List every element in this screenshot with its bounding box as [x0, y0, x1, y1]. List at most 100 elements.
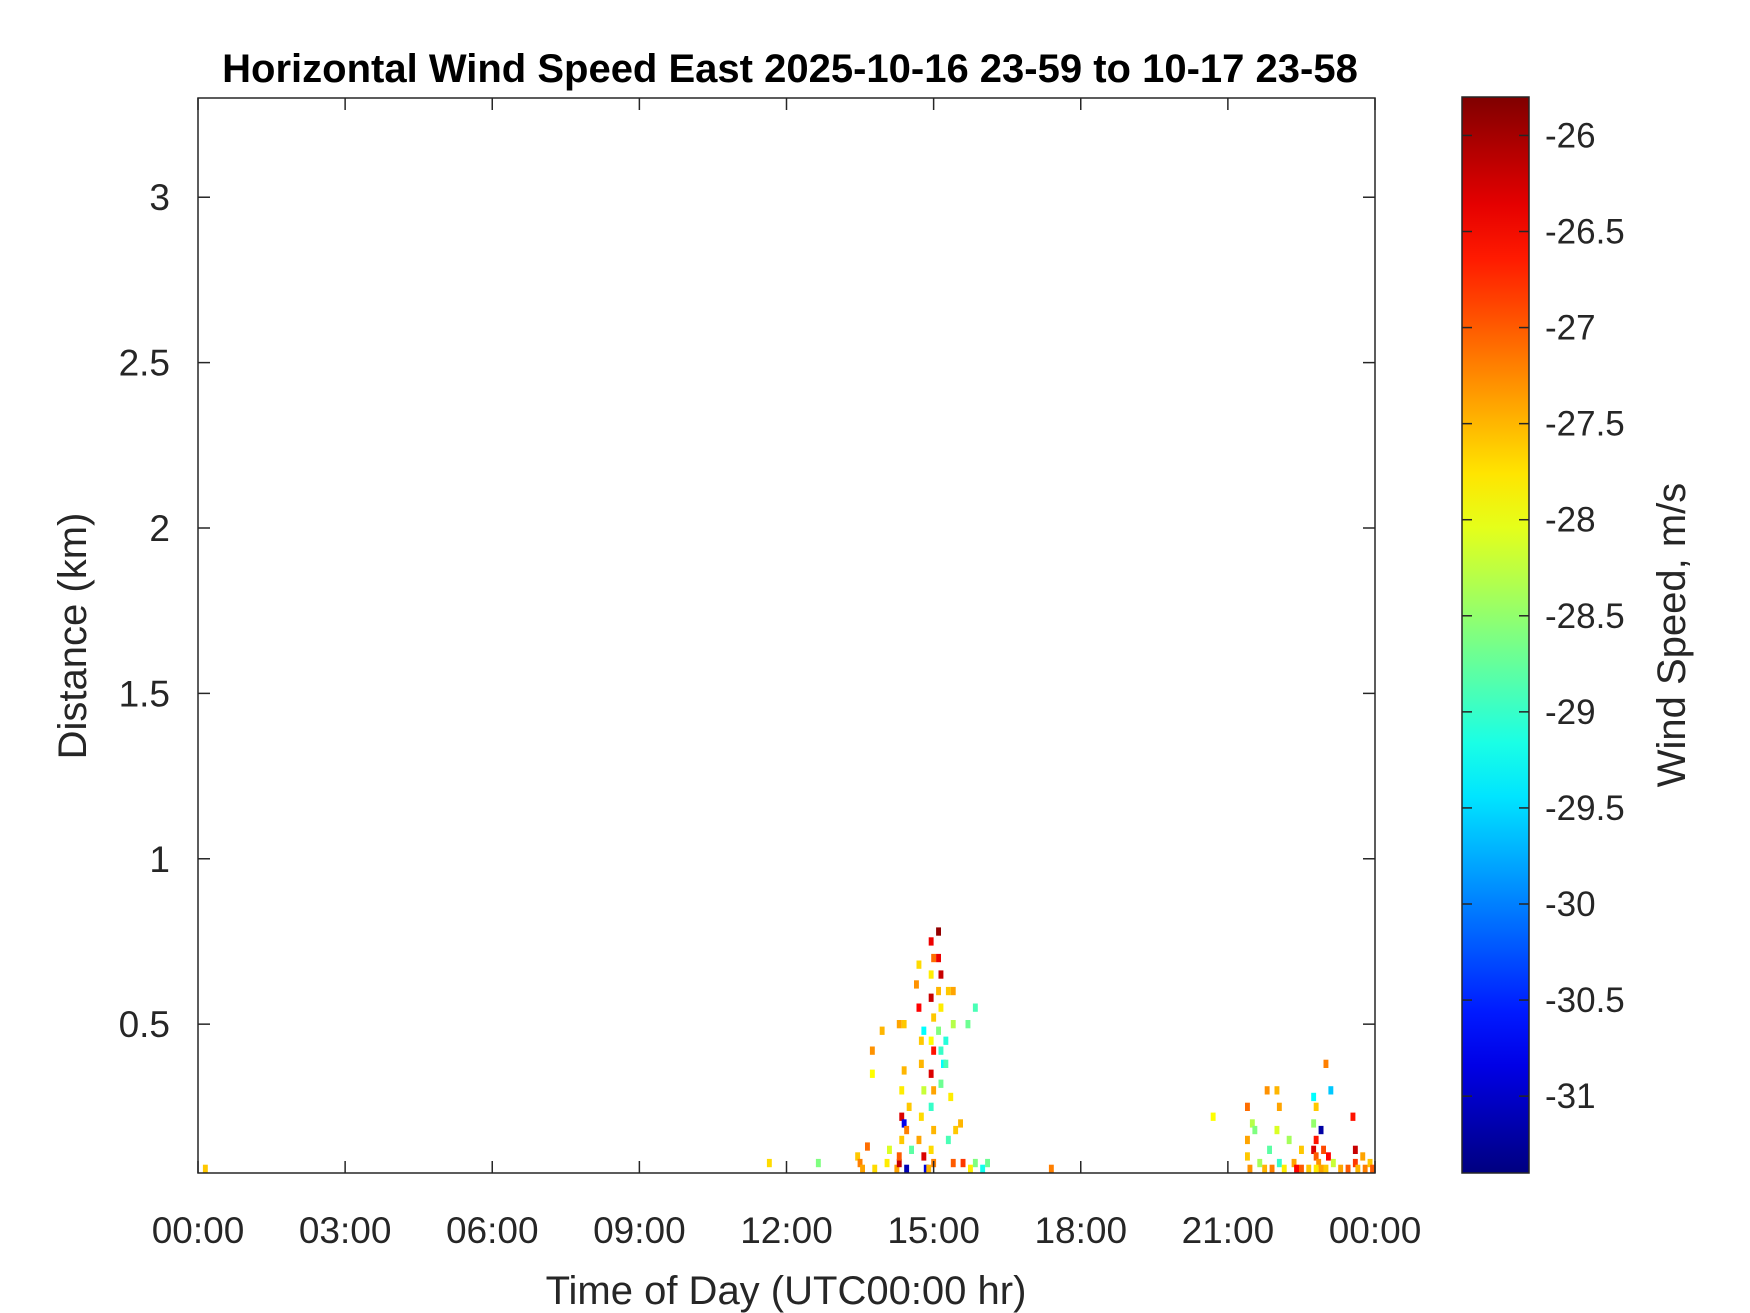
colorbar-tick-label: -28.5	[1545, 597, 1625, 636]
heatmap-cell	[869, 1069, 875, 1078]
plot-frame	[197, 97, 1376, 1174]
heatmap-cell	[896, 1020, 902, 1029]
heatmap-cell	[857, 1158, 863, 1168]
heatmap-cell	[972, 1003, 978, 1012]
x-tick-label: 15:00	[887, 1210, 980, 1251]
heatmap-cell	[938, 1046, 944, 1055]
heatmap-cell	[1321, 1145, 1326, 1154]
heatmap-cell	[1267, 1145, 1272, 1154]
heatmap-cell	[1316, 1158, 1322, 1168]
heatmap-cell	[1362, 1164, 1368, 1173]
heatmap-cell	[953, 1125, 959, 1135]
heatmap-cell	[928, 1036, 934, 1045]
heatmap-cell	[948, 1092, 954, 1102]
heatmap-cell	[872, 1164, 878, 1173]
x-tick-label: 21:00	[1182, 1210, 1275, 1251]
y-tick-label: 2	[149, 508, 170, 549]
heatmap-cell	[965, 1020, 971, 1029]
heatmap-cell	[904, 1125, 910, 1135]
heatmap-cell	[916, 1135, 922, 1145]
heatmap-cell	[1286, 1135, 1292, 1145]
colorbar-label: Wind Speed, m/s	[1650, 483, 1694, 788]
heatmap-cell	[1306, 1164, 1312, 1173]
y-tick-label: 1.5	[119, 673, 170, 714]
heatmap-cell	[1276, 1158, 1282, 1168]
heatmap-cell	[1294, 1164, 1299, 1173]
chart-title: Horizontal Wind Speed East 2025-10-16 23…	[222, 47, 1358, 91]
colorbar-ticks: -31 -30.5 -30 -29.5 -29 -28.5 -28 -27.5 -27 -26.5…	[1462, 116, 1625, 1116]
heatmap-cell	[1323, 1164, 1329, 1173]
heatmap-cell	[923, 1164, 929, 1173]
heatmap-cell	[1269, 1164, 1275, 1173]
heatmap-cell	[1370, 1164, 1375, 1173]
heatmap-cell	[899, 1135, 905, 1145]
heatmap-cell	[943, 1036, 949, 1045]
heatmap-cell	[916, 960, 922, 969]
x-tick-label: 03:00	[299, 1210, 392, 1251]
heatmap-cell	[1291, 1158, 1297, 1168]
heatmap-cell	[928, 1145, 934, 1154]
colorbar-tick-label: -28	[1545, 501, 1596, 540]
heatmap-cell	[869, 1046, 875, 1055]
heatmap-cell	[914, 980, 919, 989]
heatmap-cell	[1313, 1152, 1319, 1161]
colorbar-tick-label: -29	[1545, 693, 1596, 732]
colorbar-tick-label: -29.5	[1545, 789, 1625, 828]
colorbar-tick-label: -26.5	[1545, 213, 1625, 252]
heatmap-cell	[1328, 1086, 1334, 1095]
heatmap-cell	[884, 1158, 890, 1168]
x-tick-label: 12:00	[740, 1210, 833, 1251]
heatmap-cell	[1311, 1119, 1317, 1128]
heatmap-cell	[950, 986, 956, 996]
heatmap-cell	[960, 1158, 966, 1168]
heatmap-cell	[894, 1164, 900, 1173]
heatmap-cell	[928, 970, 934, 979]
heatmap-cell	[921, 1026, 927, 1035]
colorbar-tick-label: -30	[1545, 885, 1596, 924]
heatmap-cell	[985, 1158, 990, 1168]
heatmap-cell	[879, 1026, 885, 1035]
heatmap-cell	[899, 1086, 905, 1095]
heatmap-cell	[766, 1158, 772, 1168]
heatmap-cell	[865, 1142, 870, 1151]
x-axis-ticks: 00:00 03:00 06:00 09:00 12:00 15:00 18:00 21:00…	[152, 98, 1422, 1251]
heatmap-cell	[1326, 1152, 1331, 1161]
heatmap-cell	[1262, 1164, 1268, 1173]
heatmap-cell	[918, 1112, 924, 1121]
colorbar-tick-label: -27	[1545, 309, 1596, 348]
heatmap-cell	[936, 986, 941, 996]
heatmap-cell	[950, 1020, 956, 1029]
heatmap-cell	[1318, 1164, 1324, 1173]
heatmap-cell	[1249, 1119, 1255, 1128]
heatmap-cell	[901, 1066, 907, 1075]
heatmap-cell	[855, 1152, 861, 1161]
heatmap-cell	[1360, 1152, 1366, 1161]
heatmap-cell	[896, 1152, 902, 1161]
heatmap-cell	[928, 1102, 934, 1111]
y-tick-label: 1	[149, 839, 170, 880]
heatmap-cell	[1323, 1059, 1329, 1068]
x-axis-label: Time of Day (UTC00:00 hr)	[546, 1269, 1027, 1313]
heatmap-cell	[1048, 1164, 1054, 1173]
heatmap-cell	[1274, 1125, 1280, 1135]
heatmap-cell	[945, 1135, 951, 1145]
heatmap-cell	[202, 1164, 208, 1173]
heatmap-cell	[928, 993, 934, 1002]
heatmap-cell	[1245, 1152, 1250, 1161]
heatmap-cell	[980, 1164, 986, 1173]
heatmap-cell	[1264, 1086, 1270, 1095]
heatmap-cell	[1352, 1145, 1358, 1154]
heatmap-cell	[1350, 1112, 1356, 1121]
heatmap-cell	[921, 1086, 927, 1095]
heatmap-cell	[972, 1158, 978, 1168]
heatmap-cell	[1311, 1092, 1317, 1102]
x-tick-label: 00:00	[1329, 1210, 1422, 1251]
heatmap-cell	[943, 1059, 949, 1068]
heatmap-cell	[928, 937, 934, 946]
heatmap-cell	[945, 986, 951, 996]
colorbar-tick-label: -31	[1545, 1077, 1596, 1116]
heatmap-cell	[1367, 1158, 1373, 1168]
heatmap-cell	[928, 1069, 934, 1078]
heatmap-cell	[1274, 1086, 1280, 1095]
